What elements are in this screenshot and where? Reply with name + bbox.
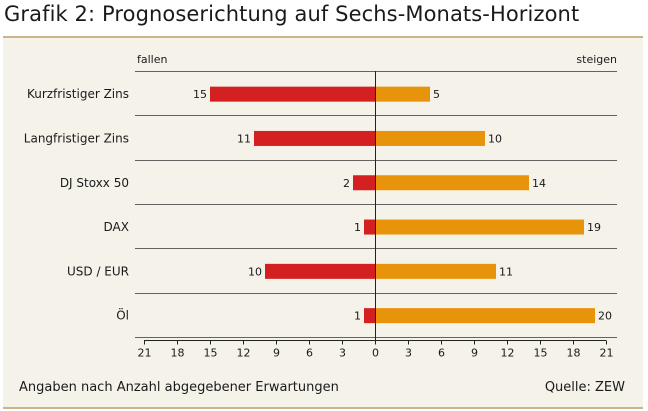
- bars: [210, 86, 595, 324]
- value-label-steigen: 20: [598, 310, 612, 323]
- category-label: USD / EUR: [67, 264, 129, 278]
- value-label-fallen: 1: [354, 310, 361, 323]
- x-tick-label: 12: [237, 347, 251, 360]
- bar-steigen: [375, 263, 496, 279]
- bar-fallen: [265, 263, 375, 279]
- value-label-steigen: 5: [433, 88, 440, 101]
- bar-fallen: [353, 175, 375, 191]
- fallen-label: fallen: [137, 53, 167, 66]
- value-label-steigen: 14: [532, 177, 546, 190]
- value-label-fallen: 11: [237, 132, 251, 145]
- x-axis: 21 18 15 12 9 6 3 0 3 6 9 12 15 18 21: [138, 71, 614, 360]
- x-tick-label: 15: [204, 347, 218, 360]
- value-label-fallen: 15: [193, 88, 207, 101]
- category-label: Öl: [116, 307, 129, 323]
- x-tick-label: 3: [339, 347, 346, 360]
- bar-steigen: [375, 308, 595, 324]
- category-label: DAX: [104, 220, 129, 234]
- chart-title: Grafik 2: Prognoserichtung auf Sechs-Mon…: [4, 2, 580, 26]
- bar-fallen: [254, 130, 375, 146]
- footer-note: Angaben nach Anzahl abgegebener Erwartun…: [19, 380, 339, 395]
- x-tick-label: 21: [600, 347, 614, 360]
- category-label: Kurzfristiger Zins: [27, 87, 129, 101]
- x-tick-label: 3: [405, 347, 412, 360]
- value-label-fallen: 2: [343, 177, 350, 190]
- bar-steigen: [375, 219, 584, 235]
- footer-source: Quelle: ZEW: [544, 380, 625, 395]
- category-label: Langfristiger Zins: [24, 131, 129, 145]
- value-label-steigen: 10: [488, 132, 502, 145]
- x-tick-label: 18: [567, 347, 581, 360]
- bar-fallen: [364, 219, 375, 235]
- x-tick-label: 0: [372, 347, 379, 360]
- x-tick-label: 18: [171, 347, 185, 360]
- bar-steigen: [375, 130, 485, 146]
- labels: Kurzfristiger Zins 15 5 Langfristiger Zins 1…: [24, 87, 612, 323]
- value-label-fallen: 10: [248, 265, 262, 278]
- bar-fallen: [210, 86, 375, 102]
- x-tick-label: 9: [471, 347, 478, 360]
- x-tick-label: 6: [306, 347, 313, 360]
- bar-steigen: [375, 175, 529, 191]
- x-tick-label: 6: [438, 347, 445, 360]
- value-label-steigen: 11: [499, 265, 513, 278]
- bar-steigen: [375, 86, 430, 102]
- value-label-steigen: 19: [587, 221, 601, 234]
- steigen-label: steigen: [576, 53, 617, 66]
- category-label: DJ Stoxx 50: [60, 176, 129, 190]
- x-tick-label: 12: [501, 347, 515, 360]
- x-tick-label: 21: [138, 347, 152, 360]
- x-tick-label: 15: [534, 347, 548, 360]
- x-tick-label: 9: [273, 347, 280, 360]
- value-label-fallen: 1: [354, 221, 361, 234]
- bar-fallen: [364, 308, 375, 324]
